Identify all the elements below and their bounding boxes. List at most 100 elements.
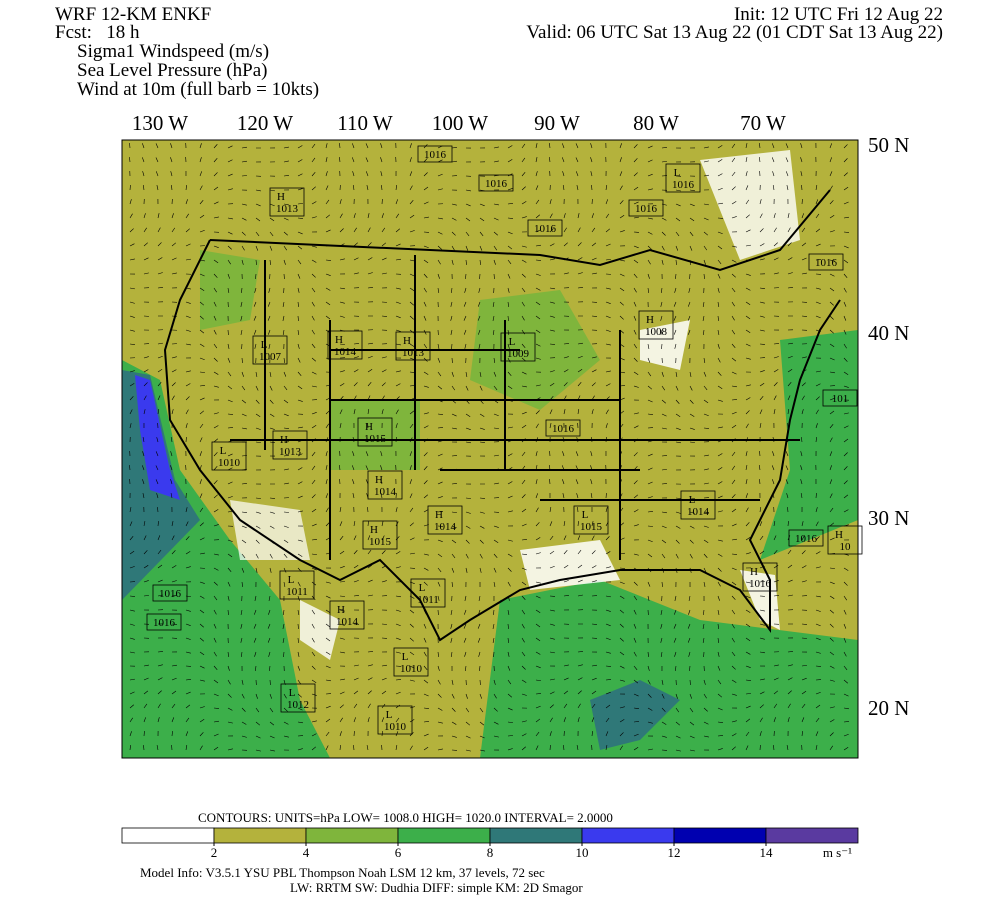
barb bbox=[829, 437, 833, 443]
barb bbox=[129, 535, 134, 541]
barb bbox=[477, 301, 481, 307]
barb bbox=[255, 203, 261, 207]
pressure-box bbox=[393, 647, 429, 677]
barb bbox=[815, 259, 821, 261]
barb bbox=[605, 507, 608, 513]
barb bbox=[170, 143, 173, 149]
barb bbox=[535, 637, 541, 642]
barb bbox=[171, 580, 177, 583]
barb bbox=[325, 171, 328, 177]
barb bbox=[843, 651, 847, 657]
barb bbox=[199, 479, 202, 485]
barb bbox=[759, 395, 764, 401]
barb bbox=[143, 717, 146, 723]
barb bbox=[815, 437, 817, 443]
barb bbox=[465, 189, 471, 192]
barb bbox=[451, 693, 455, 699]
barb bbox=[241, 287, 243, 293]
barb bbox=[479, 553, 483, 559]
barb bbox=[423, 480, 428, 485]
barb bbox=[605, 396, 610, 401]
barb bbox=[339, 343, 345, 345]
barb bbox=[325, 537, 331, 541]
pressure-box bbox=[327, 330, 363, 360]
barb bbox=[282, 623, 285, 629]
barb bbox=[745, 651, 751, 655]
barb bbox=[731, 679, 737, 683]
pressure-value: 1013 bbox=[276, 203, 299, 215]
barb bbox=[311, 746, 317, 751]
barb bbox=[745, 479, 748, 485]
barb bbox=[661, 735, 667, 738]
model-info: Model Info: V3.5.1 YSU PBL Thompson Noah… bbox=[140, 865, 545, 880]
barb bbox=[815, 731, 819, 737]
barb bbox=[325, 731, 330, 737]
barb bbox=[311, 301, 315, 307]
barb bbox=[241, 203, 247, 206]
barb bbox=[395, 551, 401, 555]
barb bbox=[365, 143, 369, 149]
barb bbox=[815, 704, 821, 709]
barb bbox=[451, 721, 457, 725]
colorbar-bin bbox=[121, 827, 215, 844]
barb bbox=[843, 144, 848, 149]
barb bbox=[535, 465, 538, 471]
barb bbox=[493, 357, 496, 363]
barb bbox=[772, 185, 775, 191]
barb bbox=[199, 465, 202, 471]
barb bbox=[353, 395, 357, 401]
barb bbox=[703, 413, 709, 417]
barb bbox=[773, 257, 779, 261]
barb bbox=[507, 539, 513, 542]
barb bbox=[437, 259, 441, 265]
barb bbox=[493, 399, 499, 404]
barb bbox=[633, 301, 637, 307]
barb bbox=[577, 664, 583, 667]
barb bbox=[675, 441, 681, 444]
barb bbox=[395, 213, 400, 219]
barb bbox=[465, 245, 469, 251]
barb bbox=[815, 665, 821, 667]
barb bbox=[171, 395, 175, 401]
barb bbox=[297, 357, 301, 363]
barb bbox=[689, 511, 695, 514]
barb bbox=[367, 227, 371, 233]
barb bbox=[451, 259, 454, 265]
barb bbox=[575, 143, 579, 149]
barb bbox=[605, 370, 611, 373]
barb bbox=[619, 357, 625, 361]
barb bbox=[255, 721, 261, 726]
barb bbox=[800, 465, 803, 471]
barb bbox=[619, 637, 624, 642]
barb bbox=[423, 733, 429, 737]
barb bbox=[577, 651, 584, 653]
barb bbox=[437, 188, 443, 191]
barb bbox=[381, 272, 387, 275]
barb bbox=[829, 537, 835, 541]
barb bbox=[577, 272, 583, 275]
barb bbox=[703, 160, 709, 163]
barb bbox=[437, 357, 441, 363]
barb bbox=[240, 315, 243, 321]
barb bbox=[423, 693, 429, 697]
barb bbox=[731, 301, 735, 307]
barb bbox=[507, 301, 510, 307]
barb bbox=[605, 609, 611, 612]
barb bbox=[185, 691, 191, 695]
barb bbox=[521, 538, 527, 541]
barb bbox=[633, 245, 639, 249]
barb bbox=[549, 383, 555, 387]
barb bbox=[141, 465, 145, 471]
barb bbox=[675, 525, 681, 529]
barb bbox=[535, 329, 541, 334]
barb bbox=[535, 273, 541, 276]
barb bbox=[563, 356, 569, 359]
barb bbox=[199, 719, 205, 723]
barb bbox=[829, 315, 834, 320]
barb bbox=[199, 273, 205, 277]
barb bbox=[717, 173, 723, 177]
barb bbox=[633, 581, 638, 586]
barb bbox=[843, 371, 849, 376]
barb bbox=[619, 493, 623, 499]
barb bbox=[717, 315, 719, 321]
